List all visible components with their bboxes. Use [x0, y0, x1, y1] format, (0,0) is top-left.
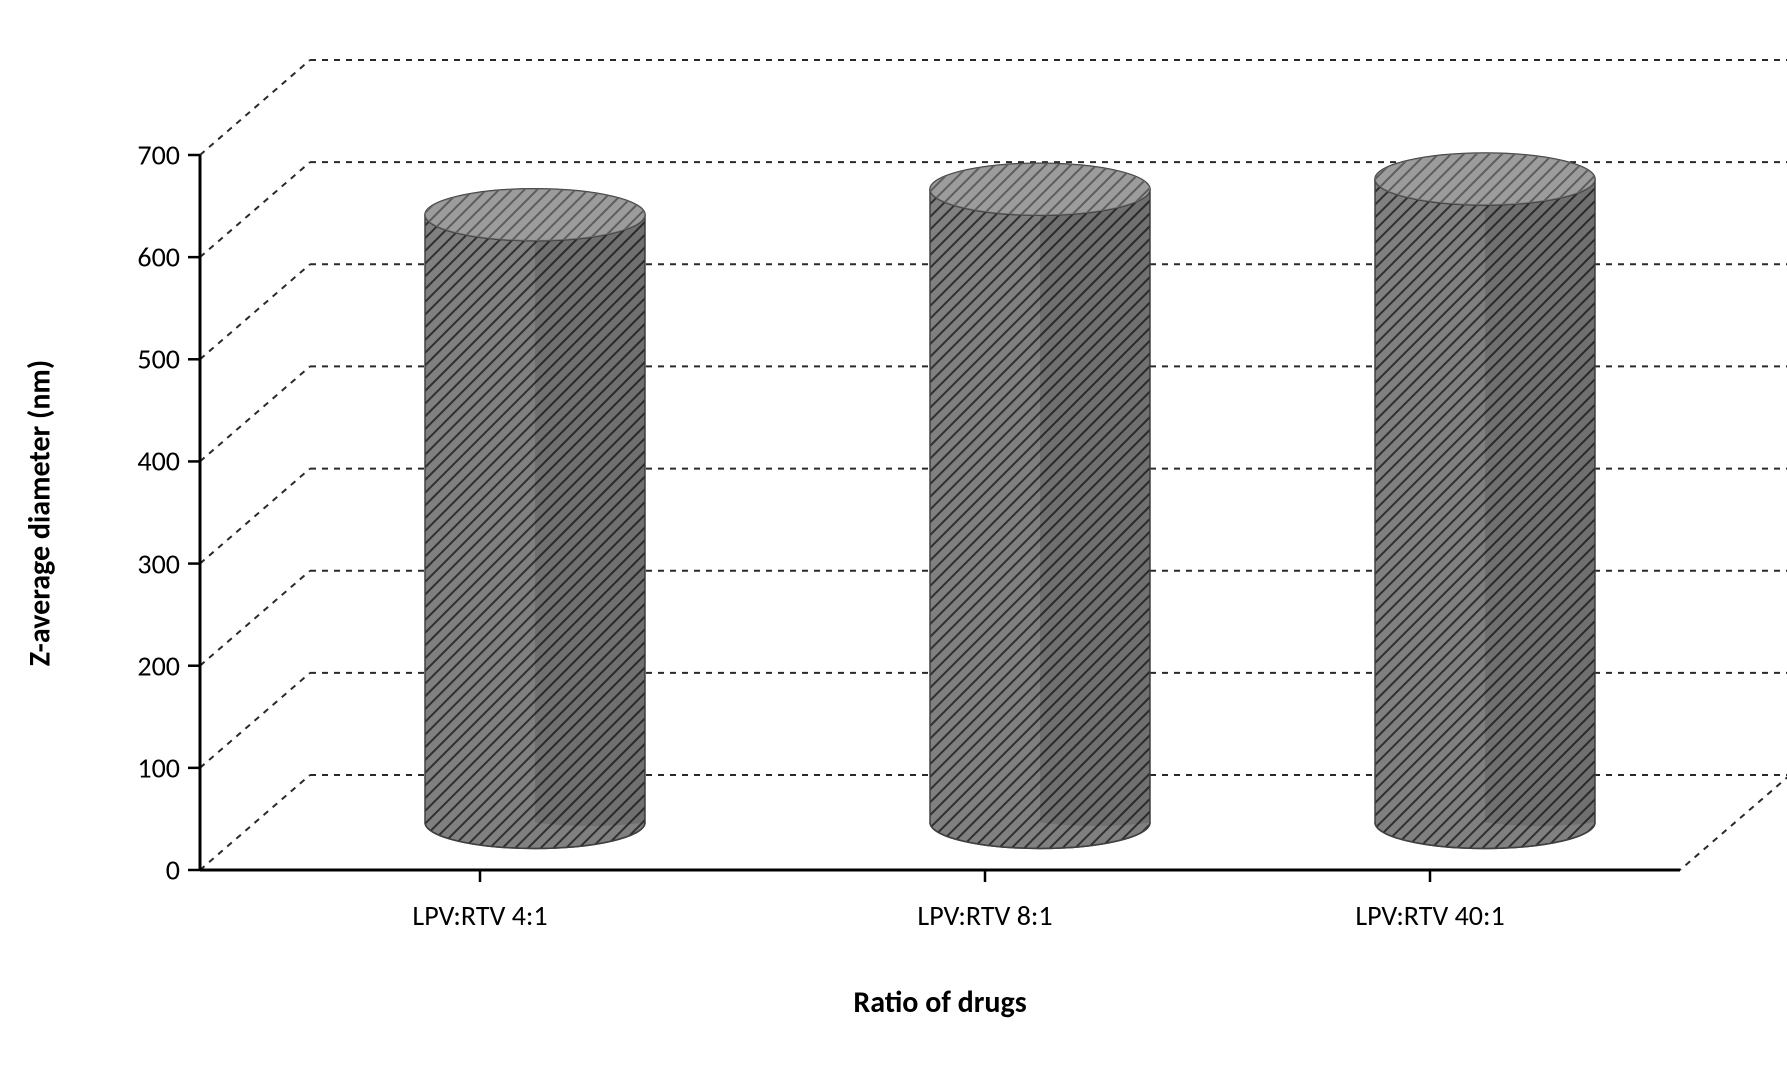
y-tick-label: 200 — [100, 648, 180, 683]
y-axis-title: Z-average diameter (nm) — [22, 359, 59, 665]
y-tick-label: 700 — [100, 138, 180, 173]
category-label: LPV:RTV 8:1 — [917, 898, 1052, 933]
bar3d-chart — [0, 0, 1787, 1076]
category-label: LPV:RTV 40:1 — [1355, 898, 1504, 933]
y-tick-label: 100 — [100, 750, 180, 785]
y-tick-label: 300 — [100, 546, 180, 581]
category-label: LPV:RTV 4:1 — [412, 898, 547, 933]
x-axis-title: Ratio of drugs — [853, 984, 1026, 1021]
y-tick-label: 400 — [100, 444, 180, 479]
y-tick-label: 0 — [100, 853, 180, 888]
y-tick-label: 500 — [100, 342, 180, 377]
chart-container: Z-average diameter (nm) Ratio of drugs 0… — [0, 0, 1787, 1076]
y-tick-label: 600 — [100, 240, 180, 275]
